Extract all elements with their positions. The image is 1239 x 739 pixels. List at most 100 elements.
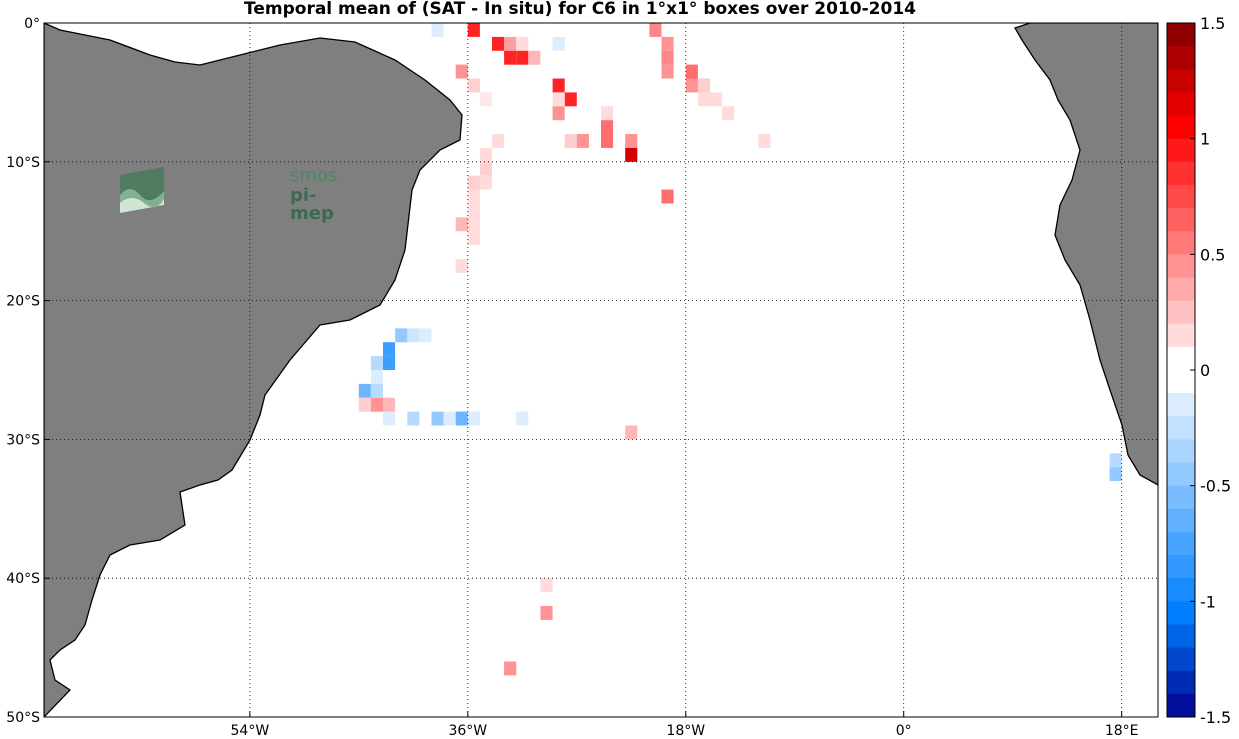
data-cell [467,231,480,246]
data-cell [552,36,565,51]
colorbar-segment [1167,92,1195,116]
data-cell [601,120,614,135]
colorbar-segment [1167,300,1195,325]
colorbar [1166,22,1196,718]
data-cell [467,411,480,426]
data-cell [564,134,577,148]
data-cell [479,147,492,162]
colorbar-segment [1167,531,1195,556]
data-cell [625,425,638,440]
data-cell [504,661,517,676]
data-cell [685,78,698,93]
data-cell [661,189,674,204]
x-tick-label: 0° [896,723,912,739]
data-cell [552,106,565,121]
data-cell [455,64,468,79]
x-tick-label: 18°E [1105,723,1139,739]
colorbar-segment [1167,462,1195,487]
data-cell [395,328,408,343]
colorbar-segment [1167,277,1195,301]
data-cell [383,342,396,357]
data-cell [455,217,468,232]
data-cell [407,411,420,426]
data-cell [516,50,529,65]
colorbar-segment [1167,439,1195,463]
data-cell [431,411,444,426]
data-cell [552,92,565,107]
colorbar-tick-label: -1 [1200,592,1216,611]
y-tick-label: 20°S [6,294,40,310]
data-cell [540,606,553,620]
colorbar-segment [1167,578,1195,602]
data-cell [516,411,529,426]
data-cell [1109,467,1122,482]
x-tick-label: 54°W [231,723,270,739]
data-cell [710,92,723,107]
data-cells [358,23,1122,676]
data-cell [492,134,505,148]
data-cell [697,78,710,93]
colorbar-segment [1167,647,1195,672]
colorbar-segment [1167,555,1195,579]
data-cell [697,92,710,107]
colorbar-segment [1167,370,1195,394]
colorbar-ticks: 1.5 1 0.5 0 -0.5 -1 -1.5 [1190,14,1231,727]
colorbar-segment [1167,69,1195,93]
colorbar-segment [1167,624,1195,648]
colorbar-tick-label: -0.5 [1200,477,1231,496]
colorbar-tick-label: 1 [1200,130,1210,149]
data-cell [383,397,396,412]
data-cell [576,134,589,148]
colorbar-segment [1167,115,1195,140]
data-cell [358,397,371,412]
y-axis: 0° 10°S 20°S 30°S 40°S 50°S [6,16,50,726]
x-tick-label: 18°W [666,723,705,739]
colorbar-tick-label: 0.5 [1200,245,1225,264]
colorbar-segment [1167,416,1195,440]
data-cell [685,64,698,79]
y-tick-label: 0° [24,16,40,32]
data-cell [455,411,468,426]
data-cell [370,383,383,398]
colorbar-segment [1167,184,1195,209]
colorbar-segment [1167,346,1195,371]
data-cell [467,23,480,37]
colorbar-tick-label: 0 [1200,361,1210,380]
colorbar-segment [1167,231,1195,255]
data-cell [758,134,771,148]
data-cell [504,50,517,65]
colorbar-segment [1167,601,1195,625]
colorbar-segment [1167,208,1195,232]
data-cell [601,106,614,121]
data-cell [516,36,529,51]
colorbar-segment [1167,23,1195,47]
data-cell [370,356,383,370]
data-cell [467,175,480,190]
logo-text-pimep: pi-mep [290,185,334,224]
colorbar-segment [1167,693,1195,718]
x-tick-label: 36°W [448,723,487,739]
data-cell [370,370,383,384]
data-cell [467,78,480,93]
data-cell [540,578,553,593]
data-cell [649,23,662,37]
data-cell [407,328,420,343]
colorbar-segment [1167,393,1195,417]
data-cell [383,411,396,426]
data-cell [564,92,577,107]
data-cell [455,259,468,273]
data-cell [661,36,674,51]
data-cell [625,147,638,162]
data-cell [431,23,444,37]
data-cell [625,134,638,148]
colorbar-segment [1167,670,1195,695]
data-cell [443,411,456,426]
data-cell [722,106,735,121]
y-tick-label: 50°S [6,710,40,726]
y-tick-label: 30°S [6,432,40,448]
africa-land [1014,23,1158,486]
colorbar-tick-label: -1.5 [1200,708,1231,727]
data-cell [661,64,674,79]
data-cell [528,50,541,65]
